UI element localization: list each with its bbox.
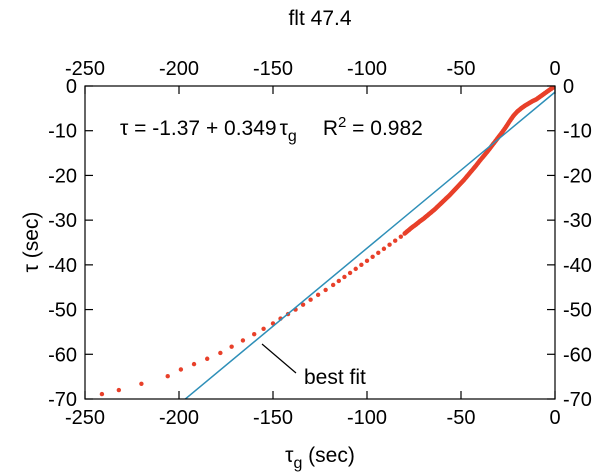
x-axis-title: τg (sec) xyxy=(285,444,355,472)
y-tick-label-left: -50 xyxy=(48,300,77,322)
y-tick-label-left: -10 xyxy=(48,121,77,143)
data-point xyxy=(218,350,223,356)
equation-var: τ xyxy=(280,117,289,140)
equation-plus: + xyxy=(200,117,224,140)
data-point xyxy=(315,292,321,298)
fit-annotation-leader xyxy=(261,343,297,374)
equation-var-subscript: g xyxy=(288,128,297,145)
data-point xyxy=(550,86,555,90)
equation-intercept: -1.37 xyxy=(152,117,200,140)
data-point xyxy=(347,270,353,276)
y-tick-label-right: -10 xyxy=(563,121,592,143)
data-point xyxy=(381,246,387,251)
data-point xyxy=(191,361,197,367)
data-point xyxy=(364,258,370,264)
data-point xyxy=(261,326,266,331)
data-point xyxy=(300,302,306,307)
data-point xyxy=(398,234,404,239)
axis-ticks: -250-250-200-200-150-150-100-100-50-5000… xyxy=(48,58,592,429)
data-point xyxy=(116,387,122,393)
y-tick-label-right: -20 xyxy=(563,165,592,187)
x-axis-title-unit: (sec) xyxy=(302,444,355,467)
x-tick-label-bottom: -100 xyxy=(347,407,387,429)
x-tick-label-top: 0 xyxy=(549,58,560,80)
y-tick-label-left: -60 xyxy=(48,344,77,366)
x-tick-label-bottom: 0 xyxy=(549,407,560,429)
r-squared-superscript: 2 xyxy=(338,114,346,131)
equation-lhs: τ xyxy=(120,117,129,140)
data-point xyxy=(323,287,328,293)
data-point xyxy=(165,373,170,379)
x-tick-label-bottom: -150 xyxy=(253,407,293,429)
y-tick-label-left: -40 xyxy=(48,255,77,277)
plot-frame xyxy=(84,85,556,400)
x-tick-label-bottom: -250 xyxy=(65,407,105,429)
fit-line xyxy=(184,91,555,399)
x-tick-label-top: -250 xyxy=(65,58,105,80)
data-point xyxy=(229,344,234,349)
y-tick-label-right: -50 xyxy=(563,300,592,322)
x-axis-title-subscript: g xyxy=(293,455,302,472)
y-tick-label-left: -30 xyxy=(48,210,77,232)
y-tick-label-right: -30 xyxy=(563,210,592,232)
y-tick-label-left: 0 xyxy=(66,76,77,98)
equation-slope: 0.349 xyxy=(224,117,277,140)
data-point xyxy=(342,274,347,280)
data-point xyxy=(308,297,313,302)
data-point xyxy=(240,338,246,343)
data-point xyxy=(376,250,381,255)
data-point xyxy=(387,242,392,247)
x-axis-title-base: τ xyxy=(285,444,294,467)
chart-title: flt 47.4 xyxy=(288,7,351,30)
data-point xyxy=(370,254,375,260)
data-point xyxy=(336,278,341,284)
data-point xyxy=(252,331,257,337)
data-point xyxy=(139,381,144,386)
equation-equals: = xyxy=(128,117,152,140)
y-tick-label-left: -70 xyxy=(48,389,77,411)
data-point xyxy=(393,238,398,243)
data-point xyxy=(359,262,364,268)
r-squared-value: 0.982 xyxy=(370,117,423,140)
y-tick-label-right: -60 xyxy=(563,344,592,366)
data-point xyxy=(353,266,358,272)
fit-equation: τ = -1.37 + 0.349 τg R2 = 0.982 xyxy=(120,114,423,145)
y-tick-label-right: -40 xyxy=(563,255,592,277)
data-point xyxy=(205,356,210,361)
data-point xyxy=(330,282,336,288)
fit-line-layer xyxy=(184,91,555,399)
y-axis-title: τ (sec) xyxy=(20,212,43,273)
x-tick-label-top: -200 xyxy=(159,58,199,80)
x-tick-label-bottom: -200 xyxy=(159,407,199,429)
r-squared-label: R xyxy=(323,117,338,140)
x-tick-label-top: -50 xyxy=(447,58,476,80)
x-tick-label-top: -150 xyxy=(253,58,293,80)
x-tick-label-bottom: -50 xyxy=(447,407,476,429)
r-squared-equals: = xyxy=(346,117,370,140)
data-point xyxy=(99,391,105,397)
y-tick-label-right: 0 xyxy=(563,76,574,98)
data-point xyxy=(178,367,184,372)
x-tick-label-top: -100 xyxy=(347,58,387,80)
fit-annotation-label: best fit xyxy=(304,366,366,389)
y-tick-label-right: -70 xyxy=(563,389,592,411)
y-tick-label-left: -20 xyxy=(48,165,77,187)
